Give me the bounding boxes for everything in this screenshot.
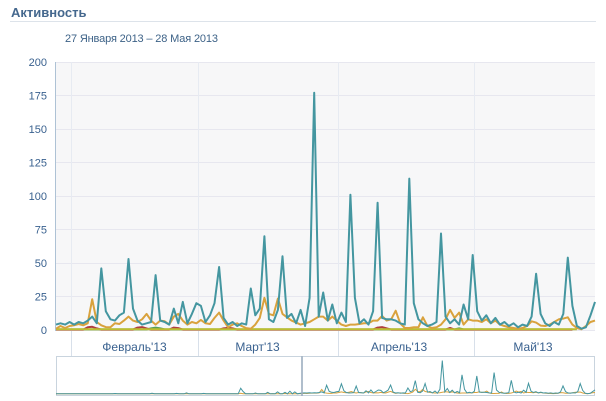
svg-text:Апрель'13: Апрель'13 xyxy=(371,340,428,354)
svg-text:100: 100 xyxy=(29,191,47,203)
svg-text:75: 75 xyxy=(35,225,47,237)
svg-text:150: 150 xyxy=(29,124,47,136)
svg-text:Май'13: Май'13 xyxy=(513,340,552,354)
svg-text:175: 175 xyxy=(29,91,47,103)
svg-text:0: 0 xyxy=(41,325,47,337)
svg-text:25: 25 xyxy=(35,292,47,304)
svg-text:Март'13: Март'13 xyxy=(235,340,280,354)
svg-text:200: 200 xyxy=(29,57,47,69)
svg-text:50: 50 xyxy=(35,258,47,270)
svg-text:125: 125 xyxy=(29,158,47,170)
svg-text:Февраль'13: Февраль'13 xyxy=(102,340,167,354)
